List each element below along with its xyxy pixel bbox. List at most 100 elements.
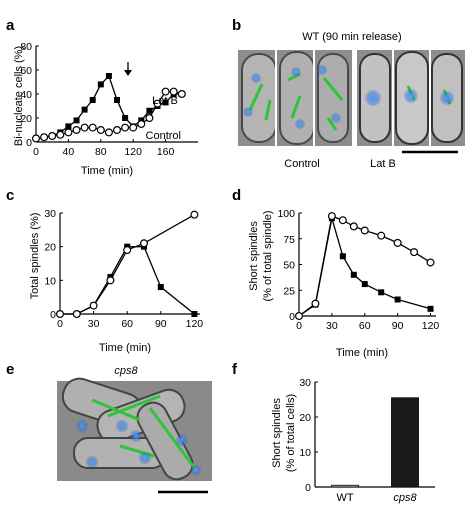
- panel-c-series-1-point: [140, 239, 149, 248]
- panel-a-axes: 0 20 40 60 80 0 40 80 120 160: [20, 41, 198, 158]
- panel-f-y-tick-label: 20: [299, 412, 311, 424]
- panel-d-series-1-point: [295, 312, 304, 321]
- panel-c-series-1-point: [72, 310, 81, 319]
- panel-d-series-1-point: [311, 299, 320, 308]
- panel-d-x-tick-label: 30: [326, 320, 338, 332]
- micrograph-cps8: [57, 377, 212, 481]
- panel-a-series-1-point: [31, 134, 40, 143]
- panel-f-category-label: cps8: [393, 492, 417, 504]
- panel-letter-f: f: [232, 361, 238, 378]
- panel-d-y-tick-label: 0: [289, 311, 295, 323]
- panel-b-title: WT (90 min release): [302, 31, 401, 43]
- panel-d-series-0-point: [378, 289, 385, 296]
- panel-a-series-1-point: [96, 125, 105, 134]
- panel-a-series-1-point: [177, 89, 186, 98]
- panel-a-series-1-point: [121, 123, 130, 132]
- panel-a-series-0-point: [146, 107, 153, 114]
- panel-a-series-label-latb: Lat B: [152, 95, 178, 107]
- panel-a-series-1-point: [169, 87, 178, 96]
- panel-f-bar-cps8: [391, 397, 419, 488]
- panel-d-series-1-line: [298, 215, 431, 317]
- panel-d-y-tick-label: 75: [283, 234, 295, 246]
- panel-f-bar-WT: [331, 484, 359, 488]
- panel-c-axes: 0 10 20 30 0 30 60 90 120: [44, 208, 203, 330]
- panel-d-xlabel: Time (min): [336, 347, 388, 359]
- panel-c-ylabel: Total spindles (%): [29, 213, 41, 300]
- panel-a-series-1-point: [48, 132, 57, 141]
- panel-letter-c: c: [6, 187, 14, 204]
- panel-a-series-1-point: [161, 87, 170, 96]
- panel-c-series-0-point: [157, 284, 164, 291]
- panel-a-series-1-point: [153, 99, 162, 108]
- panel-f-ylabel-line2: (% of total cells): [285, 394, 297, 472]
- panel-a-series-0-point: [122, 115, 129, 121]
- panel-a-y-tick-label: 60: [20, 65, 32, 77]
- panel-b-label-latb: Lat B: [370, 158, 396, 170]
- panel-a-series-1-point: [137, 119, 146, 128]
- panel-d-x-tick-label: 0: [296, 320, 302, 332]
- panel-a-arrow: [124, 62, 132, 76]
- panel-d-axes: 0 25 50 75 100 0 30 60 90 120: [277, 208, 439, 332]
- panel-d-series-1-point: [327, 212, 336, 221]
- panel-a-y-tick-label: 80: [20, 41, 32, 53]
- panel-a-series-1-point: [80, 123, 89, 132]
- panel-letter-b: b: [232, 17, 241, 34]
- panel-a-series-1-point: [56, 130, 65, 139]
- panel-c-series-0-line: [60, 246, 195, 315]
- panel-c-series-0-point: [191, 311, 198, 317]
- panel-a-series-0-point: [162, 99, 169, 106]
- panel-c-series-1-line: [60, 214, 195, 315]
- panel-e: e cps8: [6, 361, 212, 494]
- panel-d-y-tick-label: 100: [277, 208, 295, 220]
- panel-c-xlabel: Time (min): [99, 342, 151, 354]
- panel-d-series-1-point: [393, 238, 402, 247]
- panel-a-series-0-point: [73, 117, 80, 124]
- panel-a-y-tick-label: 40: [20, 89, 32, 101]
- panel-a-y-tick-label: 0: [26, 137, 32, 149]
- panel-d-x-tick-label: 90: [392, 320, 404, 332]
- panel-e-title: cps8: [114, 365, 138, 377]
- panel-a-xlabel: Time (min): [81, 165, 133, 177]
- panel-a-series-1-point: [64, 128, 73, 137]
- panel-a-x-tick-label: 0: [33, 146, 39, 158]
- panel-a-series-label-control: Control: [146, 130, 181, 142]
- panel-b-label-control: Control: [284, 158, 319, 170]
- panel-f-axes: 0 10 20 30 WT cps8: [299, 377, 435, 504]
- panel-d-series-0-point: [394, 296, 401, 303]
- panel-a-series-1-point: [129, 123, 138, 132]
- panel-a-y-tick-label: 20: [20, 113, 32, 125]
- panel-a-series-1-point: [104, 128, 113, 137]
- panel-a-series-0-point: [105, 73, 112, 79]
- panel-d-series-0-point: [350, 271, 357, 278]
- panel-c-series-1-point: [55, 310, 64, 319]
- panel-a-series-0-point: [114, 97, 120, 103]
- panel-d-series-1-point: [338, 216, 347, 225]
- panel-a-series-1-point: [40, 133, 49, 142]
- panel-c-x-tick-label: 60: [121, 318, 133, 330]
- panel-a-x-tick-label: 120: [124, 146, 142, 158]
- panel-d-series-0-point: [427, 305, 434, 312]
- panel-d-series-1-point: [377, 231, 386, 240]
- panel-letter-d: d: [232, 187, 241, 204]
- panel-d-series-1-point: [426, 258, 435, 267]
- panel-a-series-0-point: [81, 106, 88, 113]
- panel-c-y-tick-label: 30: [44, 208, 56, 220]
- panel-a-series-1-point: [72, 125, 81, 134]
- panel-d-ylabel-line1: Short spindles: [248, 221, 260, 291]
- panel-a-ylabel: Bi-nucleate cells (%): [13, 46, 25, 146]
- panel-d-series-1-point: [360, 226, 369, 235]
- panel-a-x-tick-label: 160: [157, 146, 175, 158]
- panel-a-series-0-point: [65, 123, 72, 130]
- panel-c-x-tick-label: 120: [186, 318, 204, 330]
- panel-a-series-1-point: [112, 125, 121, 134]
- panel-b: b WT (90 min release): [232, 17, 465, 170]
- panel-a: a Bi-nucleate cells (%) 0 20 40 60 80 0 40 80 12…: [6, 17, 198, 177]
- panel-d-y-tick-label: 25: [283, 285, 295, 297]
- panel-c-series-1-point: [106, 276, 115, 285]
- panel-c-x-tick-label: 90: [155, 318, 167, 330]
- panel-c-x-tick-label: 0: [57, 318, 63, 330]
- panel-c-series-1-point: [123, 246, 132, 255]
- panel-c-y-tick-label: 20: [44, 242, 56, 254]
- panel-d-series-0-point: [339, 253, 346, 260]
